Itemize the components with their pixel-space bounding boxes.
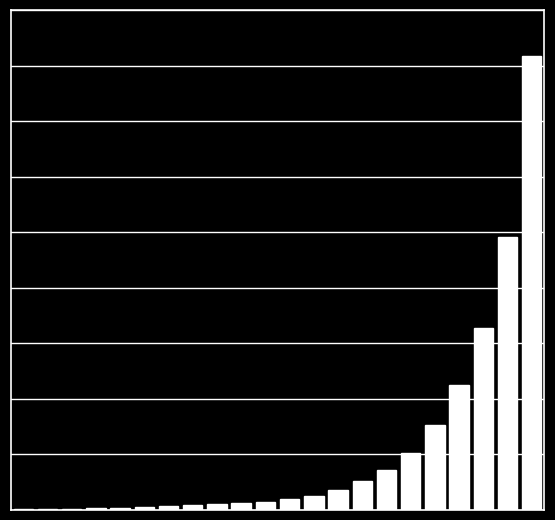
Bar — [256, 502, 275, 510]
Bar — [62, 509, 82, 510]
Bar — [498, 237, 517, 510]
Bar — [352, 481, 372, 510]
Bar — [473, 328, 493, 510]
Bar — [304, 496, 324, 510]
Bar — [135, 507, 154, 510]
Bar — [280, 499, 299, 510]
Bar — [425, 424, 445, 510]
Bar — [183, 505, 203, 510]
Bar — [110, 508, 130, 510]
Bar — [207, 504, 226, 510]
Bar — [401, 453, 420, 510]
Bar — [450, 385, 469, 510]
Bar — [38, 509, 57, 510]
Bar — [86, 508, 105, 510]
Bar — [231, 503, 251, 510]
Bar — [522, 56, 542, 510]
Bar — [329, 490, 348, 510]
Bar — [377, 470, 396, 510]
Bar — [159, 506, 178, 510]
